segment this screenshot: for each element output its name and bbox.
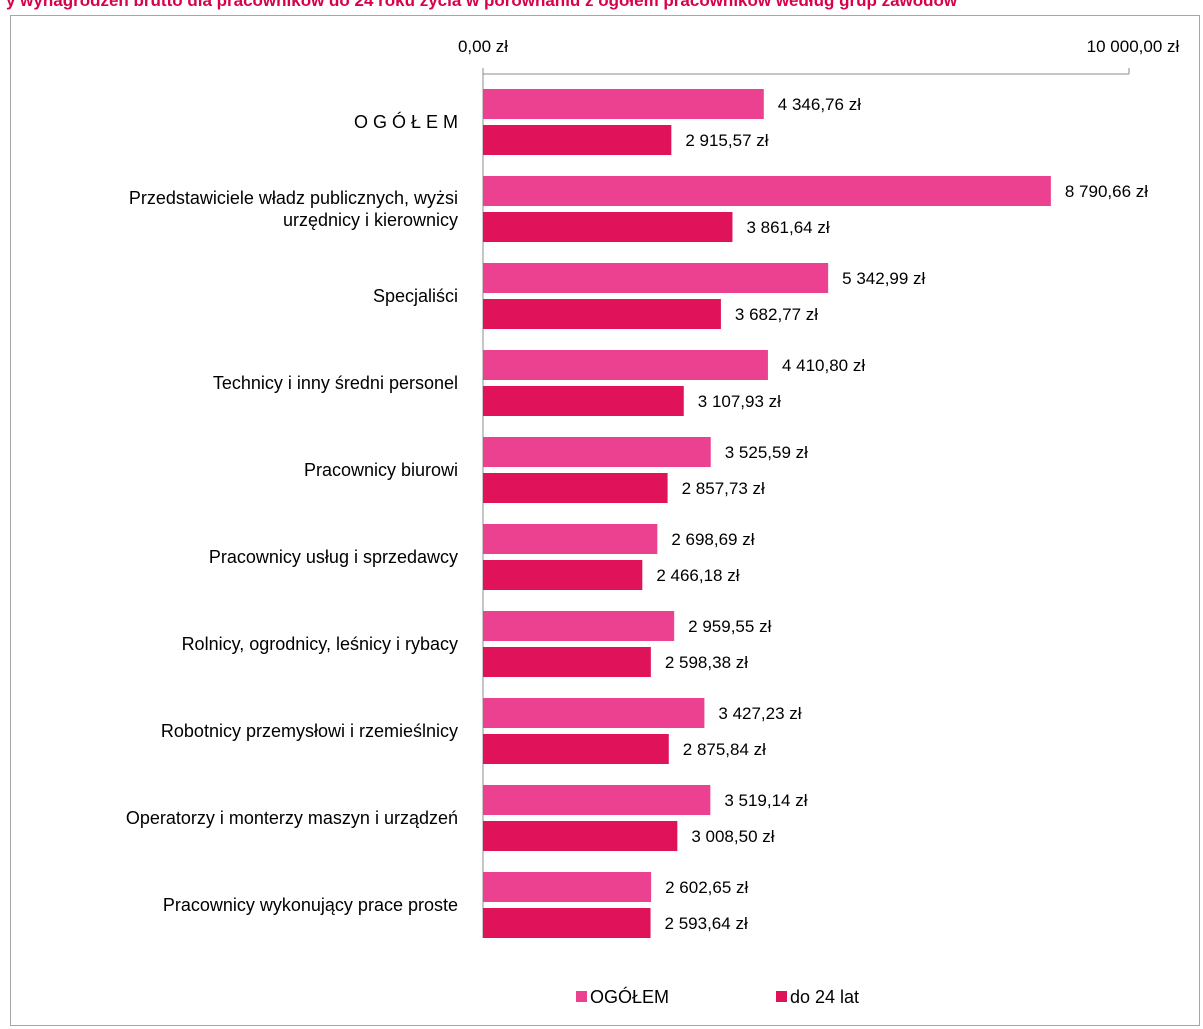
category-label: Rolnicy, ogrodnicy, leśnicy i rybacy bbox=[182, 634, 458, 654]
data-label: 3 861,64 zł bbox=[746, 218, 829, 237]
data-label: 4 346,76 zł bbox=[778, 95, 861, 114]
data-label: 2 915,57 zł bbox=[685, 131, 768, 150]
bar bbox=[483, 524, 658, 554]
chart-frame: 0,00 zł 10 000,00 zł 4 346,76 zł 2 915,57 … bbox=[10, 15, 1200, 1026]
bar bbox=[483, 350, 768, 380]
bar bbox=[483, 821, 678, 851]
category-label: Pracownicy wykonujący prace proste bbox=[163, 895, 458, 915]
bar bbox=[483, 386, 684, 416]
category-label: Robotnicy przemysłowi i rzemieślnicy bbox=[161, 721, 458, 741]
data-label: 3 008,50 zł bbox=[691, 827, 774, 846]
header-fragment: y wynagrodzeń brutto dla pracowników do … bbox=[0, 0, 1203, 14]
bar bbox=[483, 872, 652, 902]
data-label: 2 857,73 zł bbox=[682, 479, 765, 498]
legend-swatch bbox=[576, 991, 587, 1002]
bar bbox=[483, 611, 675, 641]
bar bbox=[483, 437, 711, 467]
data-label: 8 790,66 zł bbox=[1065, 182, 1148, 201]
category-label: Przedstawiciele władz publicznych, wyżsi… bbox=[129, 188, 458, 230]
data-label: 3 519,14 zł bbox=[724, 791, 807, 810]
bar bbox=[483, 560, 643, 590]
category-label: Pracownicy usług i sprzedawcy bbox=[209, 547, 458, 567]
data-label: 3 682,77 zł bbox=[735, 305, 818, 324]
x-tick-label: 0,00 zł bbox=[458, 37, 508, 56]
category-label: Operatorzy i monterzy maszyn i urządzeń bbox=[126, 808, 458, 828]
bar bbox=[483, 263, 829, 293]
bars: 4 346,76 zł 2 915,57 zł 8 790,66 zł 3 861,6… bbox=[483, 89, 1148, 938]
legend-label: do 24 lat bbox=[790, 987, 859, 1007]
legend: OGÓŁEM do 24 lat bbox=[576, 986, 859, 1007]
category-label: Specjaliści bbox=[373, 286, 458, 306]
bar bbox=[483, 89, 764, 119]
x-tick-label: 10 000,00 zł bbox=[1087, 37, 1180, 56]
bar bbox=[483, 125, 672, 155]
data-label: 2 598,38 zł bbox=[665, 653, 748, 672]
data-label: 2 593,64 zł bbox=[665, 914, 748, 933]
header-fragment-text: y wynagrodzeń brutto dla pracowników do … bbox=[6, 0, 958, 10]
bar-chart: 0,00 zł 10 000,00 zł 4 346,76 zł 2 915,57 … bbox=[126, 37, 1180, 1007]
data-label: 5 342,99 zł bbox=[842, 269, 925, 288]
category-label: Pracownicy biurowi bbox=[304, 460, 458, 480]
data-label: 3 107,93 zł bbox=[698, 392, 781, 411]
bar bbox=[483, 785, 711, 815]
data-label: 2 602,65 zł bbox=[665, 878, 748, 897]
bar bbox=[483, 698, 705, 728]
bar bbox=[483, 908, 651, 938]
data-label: 2 959,55 zł bbox=[688, 617, 771, 636]
data-label: 2 466,18 zł bbox=[656, 566, 739, 585]
data-label: 2 875,84 zł bbox=[683, 740, 766, 759]
data-label: 3 525,59 zł bbox=[725, 443, 808, 462]
category-labels: O G Ó Ł E M Przedstawiciele władz publicz… bbox=[126, 111, 458, 915]
legend-label: OGÓŁEM bbox=[590, 986, 669, 1007]
bar bbox=[483, 212, 733, 242]
bar bbox=[483, 176, 1051, 206]
legend-swatch bbox=[776, 991, 787, 1002]
bar bbox=[483, 647, 651, 677]
data-label: 2 698,69 zł bbox=[671, 530, 754, 549]
bar bbox=[483, 299, 721, 329]
category-label: Technicy i inny średni personel bbox=[213, 373, 458, 393]
bar bbox=[483, 473, 668, 503]
category-label: O G Ó Ł E M bbox=[354, 111, 458, 132]
data-label: 3 427,23 zł bbox=[718, 704, 801, 723]
data-label: 4 410,80 zł bbox=[782, 356, 865, 375]
bar bbox=[483, 734, 669, 764]
